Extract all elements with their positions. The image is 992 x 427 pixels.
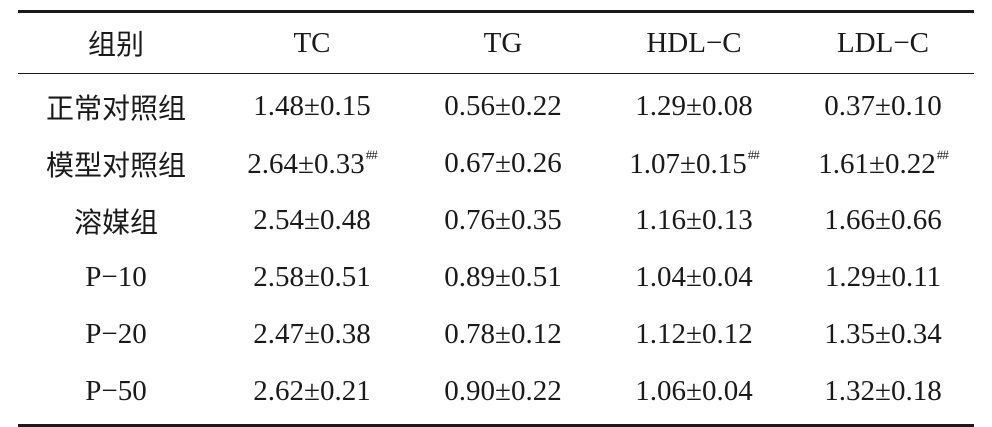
table-cell: 0.67±0.26 — [410, 135, 596, 192]
table-cell: 0.89±0.51 — [410, 249, 596, 306]
cell-value: 2.58±0.51 — [253, 261, 371, 293]
cell-value: 1.48±0.15 — [253, 90, 371, 122]
table-cell: 1.16±0.13 — [596, 192, 792, 249]
data-table-container: 组别 TC TG HDL−C LDL−C 正常对照组 1.48±0.15 0.56±… — [18, 10, 974, 427]
row-group-label: 正常对照组 — [45, 91, 186, 125]
cell-value: 1.12±0.12 — [635, 318, 753, 350]
table-cell: 1.06±0.04 — [596, 363, 792, 426]
table-row: P−50 2.62±0.21 0.90±0.22 1.06±0.04 1.32±0.18 — [18, 363, 974, 426]
cell-value: 0.67±0.26 — [444, 147, 562, 179]
table-cell: 2.54±0.48 — [214, 192, 410, 249]
header-tg: TG — [483, 26, 523, 59]
table-cell: 0.37±0.10 — [792, 74, 974, 136]
cell-value: 1.16±0.13 — [635, 204, 753, 236]
header-group: 组别 — [87, 28, 144, 61]
lipid-results-table: 组别 TC TG HDL−C LDL−C 正常对照组 1.48±0.15 0.56±… — [18, 10, 974, 427]
cell-value: 0.37±0.10 — [824, 90, 942, 122]
table-body: 正常对照组 1.48±0.15 0.56±0.22 1.29±0.08 0.37±0.1… — [18, 74, 974, 426]
cell-value: 1.29±0.08 — [635, 90, 753, 122]
header-ldl-c: LDL−C — [836, 26, 930, 59]
row-group-label: P−10 — [85, 261, 147, 293]
table-row: 模型对照组 2.64±0.33## 0.67±0.26 1.07±0.15## 1.61… — [18, 135, 974, 192]
table-cell: 1.48±0.15 — [214, 74, 410, 136]
cell-value: 0.56±0.22 — [444, 90, 562, 122]
table-cell: 0.90±0.22 — [410, 363, 596, 426]
table-cell: 1.61±0.22## — [792, 135, 974, 192]
table-cell: 2.62±0.21 — [214, 363, 410, 426]
table-cell: 0.76±0.35 — [410, 192, 596, 249]
table-cell: 1.29±0.08 — [596, 74, 792, 136]
cell-value: 2.64±0.33 — [247, 147, 365, 180]
cell-value: 1.06±0.04 — [635, 375, 753, 407]
cell-value: 2.47±0.38 — [253, 318, 371, 350]
cell-value: 1.29±0.11 — [824, 261, 942, 293]
table-cell: 1.07±0.15## — [596, 135, 792, 192]
cell-value: 2.62±0.21 — [253, 375, 371, 407]
significance-mark: ## — [365, 146, 378, 162]
table-cell: 0.78±0.12 — [410, 306, 596, 363]
table-row: P−20 2.47±0.38 0.78±0.12 1.12±0.12 1.35±0.34 — [18, 306, 974, 363]
cell-value: 1.32±0.18 — [824, 375, 942, 407]
row-group-label: P−20 — [85, 318, 147, 350]
header-row: 组别 TC TG HDL−C LDL−C — [18, 11, 974, 74]
row-group-label: 溶媒组 — [73, 205, 158, 239]
cell-value: 0.89±0.51 — [444, 261, 562, 293]
table-cell: 1.32±0.18 — [792, 363, 974, 426]
table-cell: 0.56±0.22 — [410, 74, 596, 136]
row-group-label: 模型对照组 — [45, 148, 186, 182]
cell-value: 1.04±0.04 — [635, 261, 753, 293]
table-cell: 1.35±0.34 — [792, 306, 974, 363]
table-cell: 1.66±0.66 — [792, 192, 974, 249]
table-row: 溶媒组 2.54±0.48 0.76±0.35 1.16±0.13 1.66±0.66 — [18, 192, 974, 249]
row-group-label: P−50 — [85, 375, 147, 407]
cell-value: 2.54±0.48 — [253, 204, 371, 236]
cell-value: 1.07±0.15 — [629, 147, 747, 180]
table-cell: 2.64±0.33## — [214, 135, 410, 192]
table-row: 正常对照组 1.48±0.15 0.56±0.22 1.29±0.08 0.37±0.1… — [18, 74, 974, 136]
cell-value: 0.78±0.12 — [444, 318, 562, 350]
table-row: P−10 2.58±0.51 0.89±0.51 1.04±0.04 1.29±0.11 — [18, 249, 974, 306]
table-cell: 1.04±0.04 — [596, 249, 792, 306]
cell-value: 1.35±0.34 — [824, 318, 942, 350]
header-hdl-c: HDL−C — [646, 26, 742, 59]
cell-value: 1.61±0.22 — [818, 147, 936, 180]
table-cell: 1.12±0.12 — [596, 306, 792, 363]
table-cell: 2.58±0.51 — [214, 249, 410, 306]
significance-mark: ## — [936, 146, 949, 162]
table-header: 组别 TC TG HDL−C LDL−C — [18, 11, 974, 74]
table-cell: 2.47±0.38 — [214, 306, 410, 363]
table-cell: 1.29±0.11 — [792, 249, 974, 306]
cell-value: 0.90±0.22 — [444, 375, 562, 407]
header-tc: TC — [293, 26, 331, 59]
cell-value: 0.76±0.35 — [444, 204, 562, 236]
cell-value: 1.66±0.66 — [824, 204, 942, 236]
significance-mark: ## — [747, 146, 760, 162]
